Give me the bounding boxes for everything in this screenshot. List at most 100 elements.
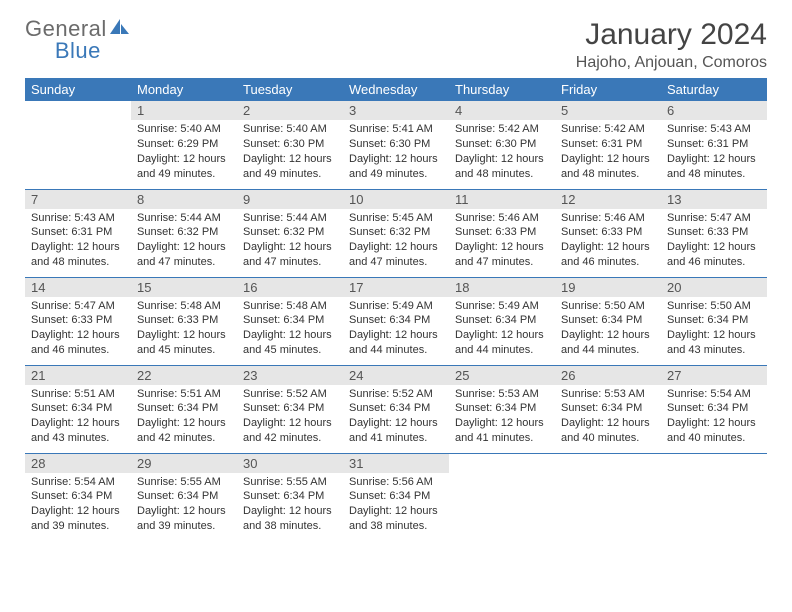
day-info: Sunrise: 5:44 AMSunset: 6:32 PMDaylight:…	[237, 209, 343, 274]
day-number: 21	[25, 366, 131, 385]
day-info: Sunrise: 5:43 AMSunset: 6:31 PMDaylight:…	[661, 120, 767, 185]
day-info-line: and 43 minutes.	[667, 343, 761, 358]
day-info-line: Sunrise: 5:49 AM	[349, 299, 443, 314]
calendar-day-cell: 29Sunrise: 5:55 AMSunset: 6:34 PMDayligh…	[131, 453, 237, 541]
day-info-line: Sunset: 6:34 PM	[31, 489, 125, 504]
day-info-line: Sunset: 6:31 PM	[31, 225, 125, 240]
day-info-line: Sunset: 6:34 PM	[137, 401, 231, 416]
calendar-day-cell: 19Sunrise: 5:50 AMSunset: 6:34 PMDayligh…	[555, 277, 661, 365]
day-number: 12	[555, 190, 661, 209]
day-info-line: Sunset: 6:34 PM	[349, 489, 443, 504]
calendar-day-cell: 20Sunrise: 5:50 AMSunset: 6:34 PMDayligh…	[661, 277, 767, 365]
day-number: 30	[237, 454, 343, 473]
calendar-day-cell: 11Sunrise: 5:46 AMSunset: 6:33 PMDayligh…	[449, 189, 555, 277]
header: General Blue January 2024 Hajoho, Anjoua…	[25, 18, 767, 72]
day-info-line: Sunset: 6:34 PM	[561, 313, 655, 328]
day-info-line: Daylight: 12 hours	[667, 328, 761, 343]
day-info: Sunrise: 5:42 AMSunset: 6:30 PMDaylight:…	[449, 120, 555, 185]
day-info: Sunrise: 5:56 AMSunset: 6:34 PMDaylight:…	[343, 473, 449, 538]
day-info-line: and 47 minutes.	[137, 255, 231, 270]
day-info-line: Sunset: 6:31 PM	[561, 137, 655, 152]
day-number: 5	[555, 101, 661, 120]
day-info-line: Sunset: 6:34 PM	[243, 313, 337, 328]
calendar-week-row: 14Sunrise: 5:47 AMSunset: 6:33 PMDayligh…	[25, 277, 767, 365]
calendar-day-cell: 18Sunrise: 5:49 AMSunset: 6:34 PMDayligh…	[449, 277, 555, 365]
logo-text-general: General	[25, 18, 107, 40]
day-info-line: Daylight: 12 hours	[561, 328, 655, 343]
day-info-line: Sunrise: 5:42 AM	[455, 122, 549, 137]
day-info-line: Sunset: 6:33 PM	[561, 225, 655, 240]
day-info-line: Sunrise: 5:44 AM	[243, 211, 337, 226]
calendar-week-row: 1Sunrise: 5:40 AMSunset: 6:29 PMDaylight…	[25, 101, 767, 189]
calendar-day-cell: 31Sunrise: 5:56 AMSunset: 6:34 PMDayligh…	[343, 453, 449, 541]
day-info-line: and 47 minutes.	[349, 255, 443, 270]
day-info-line: Sunrise: 5:55 AM	[243, 475, 337, 490]
day-info-line: Sunrise: 5:53 AM	[561, 387, 655, 402]
day-info-line: Sunrise: 5:53 AM	[455, 387, 549, 402]
calendar-day-cell: 5Sunrise: 5:42 AMSunset: 6:31 PMDaylight…	[555, 101, 661, 189]
day-info-line: Daylight: 12 hours	[243, 504, 337, 519]
calendar-day-cell: 24Sunrise: 5:52 AMSunset: 6:34 PMDayligh…	[343, 365, 449, 453]
day-info-line: Sunset: 6:32 PM	[243, 225, 337, 240]
day-number: 4	[449, 101, 555, 120]
day-info-line: and 48 minutes.	[31, 255, 125, 270]
calendar-day-cell: 21Sunrise: 5:51 AMSunset: 6:34 PMDayligh…	[25, 365, 131, 453]
day-info-line: Sunrise: 5:40 AM	[137, 122, 231, 137]
day-info-line: and 39 minutes.	[31, 519, 125, 534]
day-number: 31	[343, 454, 449, 473]
day-info: Sunrise: 5:40 AMSunset: 6:29 PMDaylight:…	[131, 120, 237, 185]
day-number: 11	[449, 190, 555, 209]
day-info: Sunrise: 5:46 AMSunset: 6:33 PMDaylight:…	[555, 209, 661, 274]
day-number: 25	[449, 366, 555, 385]
day-info: Sunrise: 5:45 AMSunset: 6:32 PMDaylight:…	[343, 209, 449, 274]
calendar-day-cell	[449, 453, 555, 541]
calendar-day-cell: 15Sunrise: 5:48 AMSunset: 6:33 PMDayligh…	[131, 277, 237, 365]
day-info-line: Daylight: 12 hours	[349, 504, 443, 519]
logo-sail-icon	[109, 18, 131, 40]
day-info: Sunrise: 5:43 AMSunset: 6:31 PMDaylight:…	[25, 209, 131, 274]
day-info-line: Sunset: 6:30 PM	[455, 137, 549, 152]
day-info-line: Sunrise: 5:44 AM	[137, 211, 231, 226]
day-info-line: Sunset: 6:34 PM	[243, 401, 337, 416]
day-info-line: Sunrise: 5:45 AM	[349, 211, 443, 226]
day-number: 13	[661, 190, 767, 209]
day-info-line: and 48 minutes.	[667, 167, 761, 182]
day-number: 14	[25, 278, 131, 297]
day-info-line: Daylight: 12 hours	[349, 240, 443, 255]
day-info-line: Daylight: 12 hours	[31, 240, 125, 255]
logo: General Blue	[25, 18, 131, 62]
day-info: Sunrise: 5:52 AMSunset: 6:34 PMDaylight:…	[343, 385, 449, 450]
day-info: Sunrise: 5:50 AMSunset: 6:34 PMDaylight:…	[555, 297, 661, 362]
title-block: January 2024 Hajoho, Anjouan, Comoros	[576, 18, 767, 72]
calendar-day-cell: 4Sunrise: 5:42 AMSunset: 6:30 PMDaylight…	[449, 101, 555, 189]
day-info-line: Sunrise: 5:47 AM	[31, 299, 125, 314]
day-info-line: Sunrise: 5:47 AM	[667, 211, 761, 226]
weekday-friday: Friday	[555, 78, 661, 101]
calendar-day-cell: 2Sunrise: 5:40 AMSunset: 6:30 PMDaylight…	[237, 101, 343, 189]
day-info-line: Daylight: 12 hours	[137, 240, 231, 255]
calendar-day-cell: 7Sunrise: 5:43 AMSunset: 6:31 PMDaylight…	[25, 189, 131, 277]
day-info-line: and 48 minutes.	[455, 167, 549, 182]
day-info-line: Sunset: 6:33 PM	[455, 225, 549, 240]
calendar-day-cell: 27Sunrise: 5:54 AMSunset: 6:34 PMDayligh…	[661, 365, 767, 453]
calendar-day-cell: 23Sunrise: 5:52 AMSunset: 6:34 PMDayligh…	[237, 365, 343, 453]
day-number: 19	[555, 278, 661, 297]
calendar-day-cell: 13Sunrise: 5:47 AMSunset: 6:33 PMDayligh…	[661, 189, 767, 277]
day-info: Sunrise: 5:47 AMSunset: 6:33 PMDaylight:…	[661, 209, 767, 274]
day-number: 27	[661, 366, 767, 385]
calendar-week-row: 21Sunrise: 5:51 AMSunset: 6:34 PMDayligh…	[25, 365, 767, 453]
day-number: 17	[343, 278, 449, 297]
weekday-header-row: Sunday Monday Tuesday Wednesday Thursday…	[25, 78, 767, 101]
day-number: 22	[131, 366, 237, 385]
day-info: Sunrise: 5:54 AMSunset: 6:34 PMDaylight:…	[25, 473, 131, 538]
day-info-line: and 44 minutes.	[349, 343, 443, 358]
day-info-line: Sunrise: 5:46 AM	[561, 211, 655, 226]
day-info-line: Sunrise: 5:48 AM	[137, 299, 231, 314]
calendar-day-cell: 30Sunrise: 5:55 AMSunset: 6:34 PMDayligh…	[237, 453, 343, 541]
day-info-line: Daylight: 12 hours	[667, 416, 761, 431]
day-info-line: and 49 minutes.	[243, 167, 337, 182]
day-number: 1	[131, 101, 237, 120]
day-info-line: and 47 minutes.	[455, 255, 549, 270]
day-info: Sunrise: 5:52 AMSunset: 6:34 PMDaylight:…	[237, 385, 343, 450]
day-info-line: Sunrise: 5:46 AM	[455, 211, 549, 226]
